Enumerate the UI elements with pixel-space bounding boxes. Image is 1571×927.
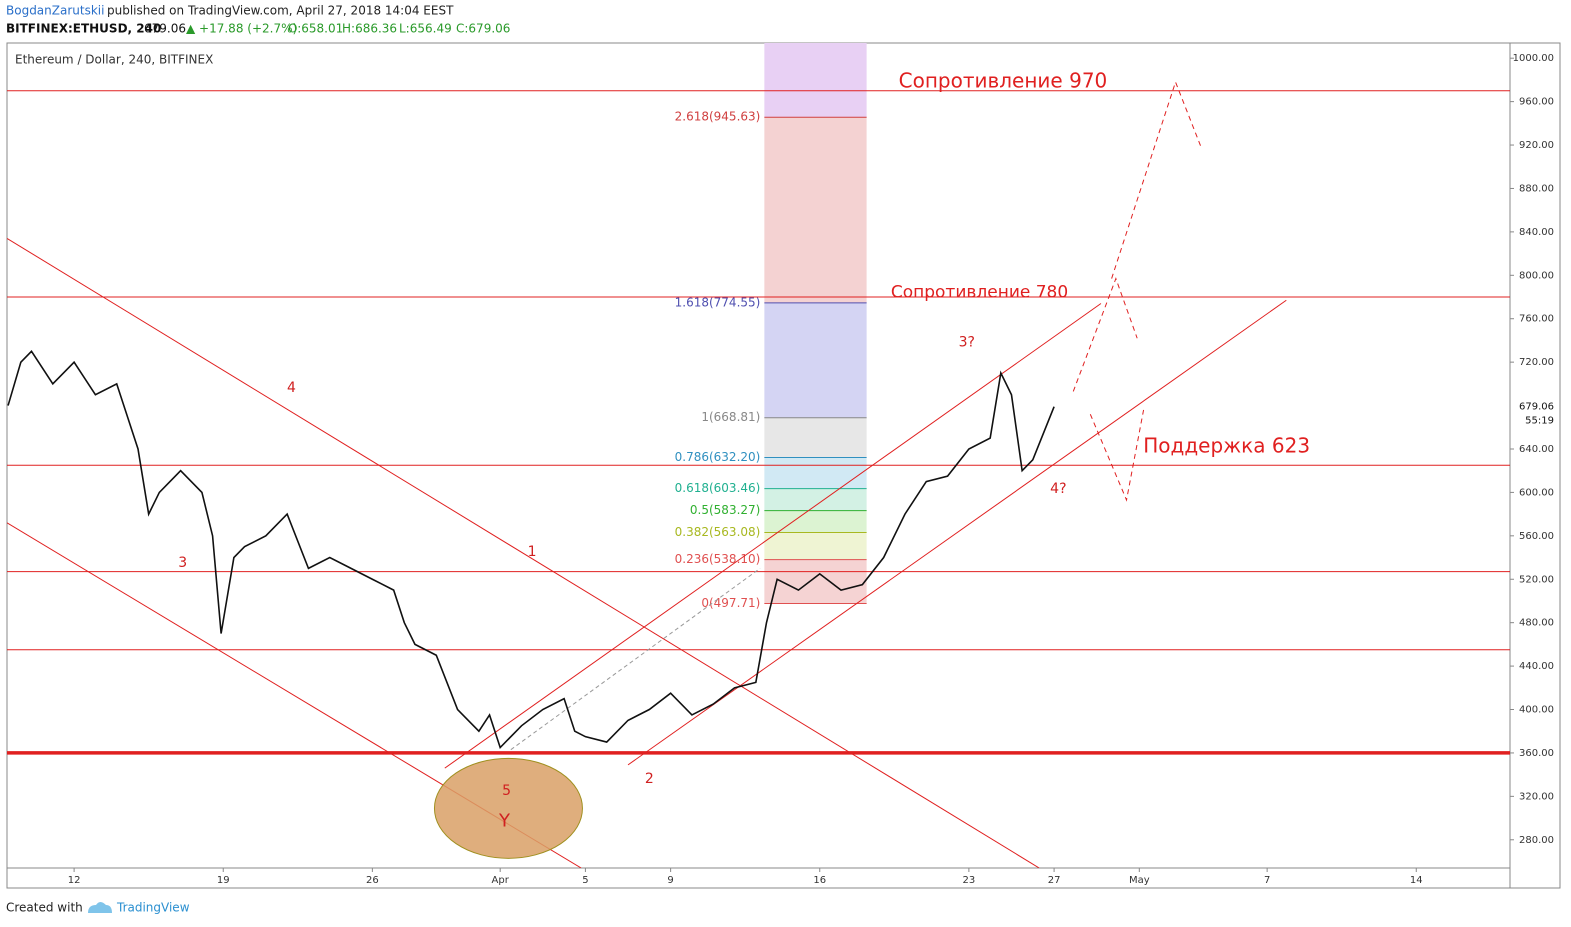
projection <box>510 567 761 751</box>
fib-label: 0.236(538.10) <box>675 552 761 566</box>
y-tick-label: 560.00 <box>1519 531 1554 542</box>
y-tick-label: 520.00 <box>1519 574 1554 585</box>
time-axis <box>6 867 1511 889</box>
fib-zone <box>764 43 867 118</box>
symbol: BITFINEX:ETHUSD, 240 <box>6 22 161 36</box>
y-tick-label: 760.00 <box>1519 314 1554 325</box>
y-tick-label: 920.00 <box>1519 140 1554 151</box>
x-tick-label: 19 <box>217 875 230 886</box>
x-tick-label: 9 <box>667 875 673 886</box>
logo <box>88 902 112 913</box>
wave-label: 5 <box>502 783 511 799</box>
y-tick-label: 960.00 <box>1519 97 1554 108</box>
x-tick-label: 12 <box>68 875 81 886</box>
trend-line <box>7 237 1040 868</box>
fib-zone <box>764 532 867 560</box>
y-tick-label: 1000.00 <box>1513 53 1554 64</box>
fib-label: 0.786(632.20) <box>675 450 761 464</box>
wave-circle <box>433 757 583 859</box>
wave-label: Y <box>498 810 511 831</box>
fib-label: 1.618(774.55) <box>675 295 761 309</box>
fib-label: 0(497.71) <box>701 596 760 610</box>
fib-label: 0.5(583.27) <box>690 503 760 517</box>
high: H:686.36 <box>342 22 397 36</box>
plot: 0(497.71) 0.236(538.10) 0.382(563.08) 0.5(5… <box>7 43 1510 868</box>
price-line <box>7 350 1055 750</box>
wave-label: 3? <box>959 335 975 351</box>
y-tick-label: 800.00 <box>1519 270 1554 281</box>
change: ▲ +17.88 (+2.7%) <box>186 22 297 36</box>
low: L:656.49 <box>399 22 452 36</box>
forecast-path <box>1111 80 1202 279</box>
wave-label: 4? <box>1050 481 1066 497</box>
wave-label: 3 <box>178 555 187 571</box>
annotation: Сопротивление 970 <box>899 69 1108 93</box>
x-tick-label: 23 <box>963 875 976 886</box>
y-tick-label: 440.00 <box>1519 661 1554 672</box>
y-tick-label: 600.00 <box>1519 487 1554 498</box>
price: 679.06 <box>144 22 186 36</box>
x-tick-label: 14 <box>1410 875 1423 886</box>
x-tick-label: 7 <box>1264 875 1270 886</box>
footer-brand[interactable]: TradingView <box>116 901 190 915</box>
author[interactable]: BogdanZarutskii <box>6 4 104 18</box>
y-tick-label: 280.00 <box>1519 835 1554 846</box>
forecast-path <box>1089 409 1145 502</box>
last-price: 679.06 <box>1519 402 1554 413</box>
published: published on TradingView.com, April 27, … <box>107 4 454 18</box>
fib-zone <box>764 417 867 458</box>
y-tick-label: 880.00 <box>1519 183 1554 194</box>
x-tick-label: 5 <box>582 875 588 886</box>
y-tick-label: 480.00 <box>1519 618 1554 629</box>
chart-title: Ethereum / Dollar, 240, BITFINEX <box>15 53 213 67</box>
y-tick-label: 400.00 <box>1519 705 1554 716</box>
trend-line <box>444 303 1102 769</box>
fib-label: 2.618(945.63) <box>675 110 761 124</box>
footer-created: Created with <box>6 901 83 915</box>
annotation: Поддержка 623 <box>1143 433 1310 457</box>
wave-label: 2 <box>645 771 654 787</box>
y-tick-label: 640.00 <box>1519 444 1554 455</box>
x-tick-label: 27 <box>1048 875 1061 886</box>
fib-label: 0.618(603.46) <box>675 481 761 495</box>
y-tick-label: 720.00 <box>1519 357 1554 368</box>
wave-label: 1 <box>528 544 537 560</box>
x-tick-label: May <box>1129 875 1150 886</box>
y-tick-label: 320.00 <box>1519 791 1554 802</box>
open: O:658.01 <box>288 22 343 36</box>
fib-zone <box>764 488 867 511</box>
fib-zone <box>764 457 867 489</box>
y-tick-label: 360.00 <box>1519 748 1554 759</box>
close: C:679.06 <box>456 22 510 36</box>
fib-zone <box>764 559 867 604</box>
last-price-tag <box>1511 398 1559 429</box>
x-tick-label: 26 <box>366 875 379 886</box>
y-tick-label: 840.00 <box>1519 227 1554 238</box>
annotation: Сопротивление 780 <box>891 283 1068 303</box>
x-tick-label: 16 <box>813 875 826 886</box>
fib-label: 0.382(563.08) <box>675 525 761 539</box>
fib-zone <box>764 302 867 418</box>
countdown: 55:19 <box>1525 416 1554 427</box>
price-axis <box>1509 42 1561 889</box>
fib-zone <box>764 510 867 533</box>
fib-zone <box>764 117 867 303</box>
x-tick-label: Apr <box>492 875 510 886</box>
fib-label: 1(668.81) <box>701 410 760 424</box>
forecast-path <box>1072 277 1138 392</box>
wave-label: 4 <box>287 380 296 396</box>
